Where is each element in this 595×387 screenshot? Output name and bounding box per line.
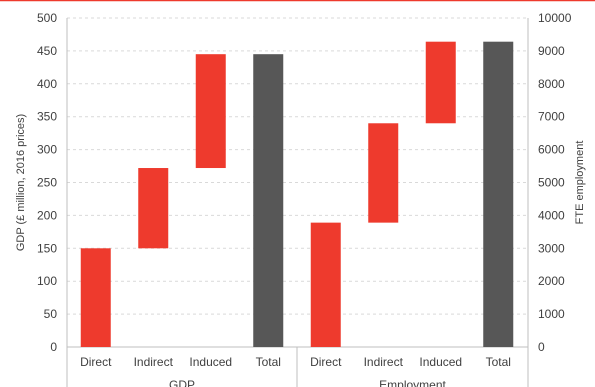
y-left-tick-label: 300	[37, 143, 57, 157]
bar-employment-total	[483, 41, 514, 348]
y-left-tick-label: 250	[37, 176, 57, 190]
y-left-tick-label: 350	[37, 110, 57, 124]
y-right-tick-label: 1000	[538, 307, 565, 321]
category-label: Direct	[80, 355, 112, 369]
bar-employment-induced	[425, 41, 456, 124]
bar-employment-indirect	[368, 123, 399, 223]
y-left-tick-label: 500	[37, 11, 57, 25]
y-left-tick-label: 200	[37, 208, 57, 222]
bar-gdp-direct	[80, 248, 111, 347]
bar-employment-direct	[310, 222, 341, 347]
y-left-tick-label: 450	[37, 44, 57, 58]
bar-gdp-total	[253, 54, 284, 347]
y-right-axis-title: FTE employment	[574, 141, 586, 225]
category-label: Total	[256, 355, 281, 369]
y-right-tick-label: 7000	[538, 110, 565, 124]
category-label: Indirect	[364, 355, 404, 369]
y-right-tick-label: 9000	[538, 44, 565, 58]
y-right-tick-label: 8000	[538, 77, 565, 91]
y-right-tick-label: 6000	[538, 143, 565, 157]
category-label: Indirect	[134, 355, 174, 369]
y-left-tick-label: 0	[50, 340, 57, 354]
bar-gdp-indirect	[138, 168, 169, 249]
y-right-tick-label: 0	[538, 340, 545, 354]
y-right-tick-label: 10000	[538, 11, 572, 25]
y-left-axis-title: GDP (£ million, 2016 prices)	[15, 114, 27, 251]
category-label: Total	[486, 355, 511, 369]
category-label: Induced	[419, 355, 462, 369]
group-label: Employment	[379, 378, 446, 387]
y-right-tick-label: 2000	[538, 274, 565, 288]
group-label: GDP	[169, 378, 195, 387]
category-label: Direct	[310, 355, 342, 369]
y-left-tick-label: 50	[44, 307, 58, 321]
bar-gdp-induced	[195, 54, 226, 169]
y-right-tick-label: 5000	[538, 176, 565, 190]
y-right-tick-label: 3000	[538, 241, 565, 255]
y-left-tick-label: 150	[37, 241, 57, 255]
y-right-tick-label: 4000	[538, 208, 565, 222]
y-left-tick-label: 400	[37, 77, 57, 91]
category-label: Induced	[189, 355, 232, 369]
y-left-tick-label: 100	[37, 274, 57, 288]
